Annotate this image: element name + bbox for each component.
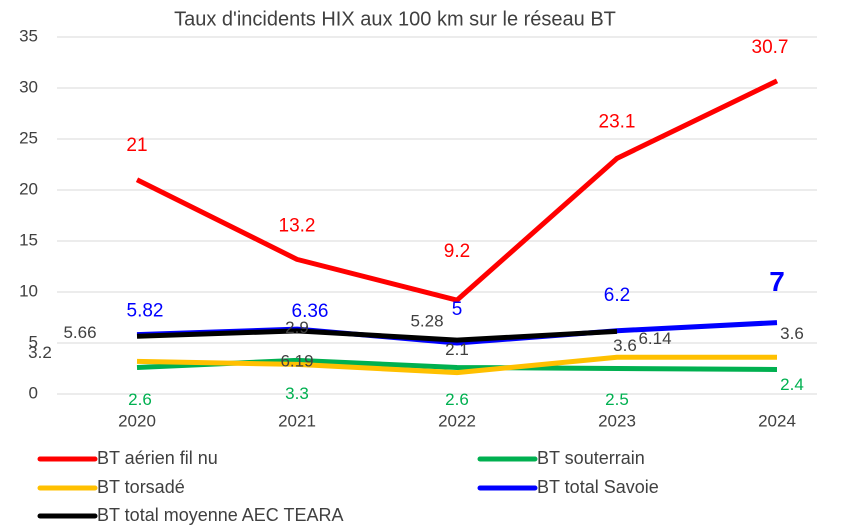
x-tick-label: 2024 [758, 411, 796, 430]
legend-label: BT souterrain [537, 448, 645, 468]
y-tick-label: 10 [19, 281, 38, 300]
y-tick-label: 30 [19, 77, 38, 96]
data-label: 2.4 [780, 375, 804, 394]
data-label: 7 [769, 266, 785, 297]
legend-label: BT aérien fil nu [97, 448, 218, 468]
data-label: 2.6 [445, 390, 469, 409]
data-label: 5.28 [410, 312, 443, 331]
data-label: 3.3 [285, 384, 309, 403]
series-line [136, 328, 618, 343]
legend-label: BT total moyenne AEC TEARA [97, 505, 343, 525]
data-label: 6.36 [292, 301, 329, 322]
x-tick-label: 2022 [438, 411, 476, 430]
data-label: 3.2 [28, 343, 52, 362]
data-label: 5.82 [127, 301, 164, 322]
data-label: 6.2 [604, 285, 630, 306]
series-line [136, 354, 777, 376]
y-tick-label: 5 [29, 332, 38, 351]
y-tick-label: 0 [29, 383, 38, 402]
y-tick-label: 20 [19, 179, 38, 198]
data-label: 2.6 [128, 390, 152, 409]
x-tick-label: 2020 [118, 411, 156, 430]
legend-label: BT total Savoie [537, 477, 659, 497]
x-tick-label: 2021 [278, 411, 316, 430]
series-line [135, 78, 779, 303]
data-label: 2.9 [285, 318, 309, 337]
data-label: 23.1 [599, 111, 636, 132]
data-label: 5.66 [63, 323, 96, 342]
legend-label: BT torsadé [97, 477, 185, 497]
data-label: 3.6 [780, 324, 804, 343]
chart-title: Taux d'incidents HIX aux 100 km sur le r… [174, 8, 616, 30]
data-label: 6.14 [638, 329, 671, 348]
data-label: 2.5 [605, 390, 629, 409]
data-label: 2.1 [445, 340, 469, 359]
data-label: 3.6 [613, 336, 637, 355]
data-label: 30.7 [752, 37, 789, 58]
data-label: 5 [452, 299, 463, 320]
data-label: 21 [126, 135, 147, 156]
data-label: 13.2 [279, 215, 316, 236]
data-label: 6.19 [280, 351, 313, 370]
y-tick-label: 35 [19, 26, 38, 45]
y-tick-label: 25 [19, 128, 38, 147]
data-label: 9.2 [444, 241, 470, 262]
y-tick-label: 15 [19, 230, 38, 249]
x-tick-label: 2023 [598, 411, 636, 430]
